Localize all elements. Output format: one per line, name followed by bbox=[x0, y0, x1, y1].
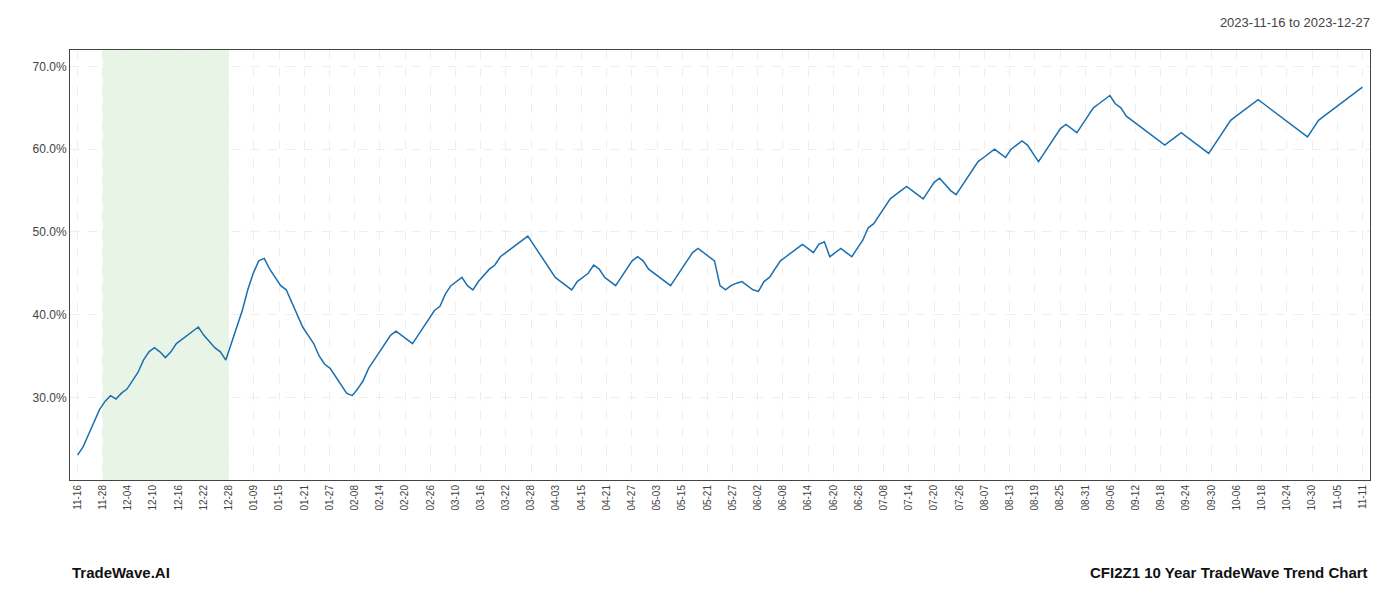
svg-text:02-26: 02-26 bbox=[425, 485, 436, 511]
svg-text:12-22: 12-22 bbox=[198, 485, 209, 511]
svg-text:12-04: 12-04 bbox=[122, 485, 133, 511]
svg-text:09-24: 09-24 bbox=[1180, 485, 1191, 511]
svg-text:40.0%: 40.0% bbox=[33, 308, 67, 322]
svg-text:09-06: 09-06 bbox=[1105, 485, 1116, 511]
svg-text:08-31: 08-31 bbox=[1080, 485, 1091, 511]
svg-text:04-21: 04-21 bbox=[601, 485, 612, 511]
svg-text:09-18: 09-18 bbox=[1155, 485, 1166, 511]
svg-text:04-27: 04-27 bbox=[626, 485, 637, 511]
svg-text:05-21: 05-21 bbox=[702, 485, 713, 511]
svg-text:11-05: 11-05 bbox=[1332, 485, 1343, 510]
svg-text:06-02: 06-02 bbox=[752, 485, 763, 511]
svg-text:07-14: 07-14 bbox=[903, 485, 914, 511]
svg-text:01-27: 01-27 bbox=[324, 485, 335, 511]
svg-text:08-19: 08-19 bbox=[1029, 485, 1040, 511]
svg-text:03-28: 03-28 bbox=[525, 485, 536, 511]
svg-text:03-10: 03-10 bbox=[450, 485, 461, 511]
svg-text:04-15: 04-15 bbox=[576, 485, 587, 511]
svg-text:08-13: 08-13 bbox=[1004, 485, 1015, 511]
svg-text:2023-11-16 to 2023-12-27: 2023-11-16 to 2023-12-27 bbox=[1220, 15, 1370, 30]
svg-text:50.0%: 50.0% bbox=[33, 225, 67, 239]
svg-text:06-14: 06-14 bbox=[802, 485, 813, 511]
svg-text:60.0%: 60.0% bbox=[33, 142, 67, 156]
svg-text:08-25: 08-25 bbox=[1054, 485, 1065, 511]
svg-text:12-28: 12-28 bbox=[223, 485, 234, 511]
svg-text:06-08: 06-08 bbox=[777, 485, 788, 511]
svg-text:10-24: 10-24 bbox=[1281, 485, 1292, 511]
svg-text:02-14: 02-14 bbox=[374, 485, 385, 511]
svg-text:30.0%: 30.0% bbox=[33, 391, 67, 405]
svg-text:03-22: 03-22 bbox=[500, 485, 511, 511]
svg-text:09-30: 09-30 bbox=[1206, 485, 1217, 511]
svg-text:02-20: 02-20 bbox=[399, 485, 410, 511]
svg-text:05-03: 05-03 bbox=[651, 485, 662, 511]
svg-text:TradeWave.AI: TradeWave.AI bbox=[72, 564, 170, 581]
svg-text:12-16: 12-16 bbox=[173, 485, 184, 511]
svg-text:10-18: 10-18 bbox=[1256, 485, 1267, 511]
svg-text:02-08: 02-08 bbox=[349, 485, 360, 511]
svg-text:06-26: 06-26 bbox=[853, 485, 864, 511]
svg-text:CFI2Z1 10 Year TradeWave Trend: CFI2Z1 10 Year TradeWave Trend Chart bbox=[1090, 564, 1368, 581]
svg-text:09-12: 09-12 bbox=[1130, 485, 1141, 511]
svg-text:07-20: 07-20 bbox=[928, 485, 939, 511]
svg-text:12-10: 12-10 bbox=[147, 485, 158, 511]
svg-text:11-16: 11-16 bbox=[72, 485, 83, 510]
svg-text:04-03: 04-03 bbox=[550, 485, 561, 511]
svg-text:11-11: 11-11 bbox=[1357, 485, 1368, 510]
svg-text:05-15: 05-15 bbox=[676, 485, 687, 511]
svg-text:10-30: 10-30 bbox=[1306, 485, 1317, 511]
svg-text:01-15: 01-15 bbox=[273, 485, 284, 511]
svg-text:01-21: 01-21 bbox=[299, 485, 310, 511]
svg-text:07-26: 07-26 bbox=[954, 485, 965, 511]
svg-text:70.0%: 70.0% bbox=[33, 60, 67, 74]
svg-text:07-08: 07-08 bbox=[878, 485, 889, 511]
svg-text:03-16: 03-16 bbox=[475, 485, 486, 511]
svg-text:05-27: 05-27 bbox=[727, 485, 738, 511]
svg-text:06-20: 06-20 bbox=[828, 485, 839, 511]
svg-text:08-07: 08-07 bbox=[979, 485, 990, 511]
svg-text:10-06: 10-06 bbox=[1231, 485, 1242, 511]
svg-text:11-28: 11-28 bbox=[97, 485, 108, 510]
svg-text:01-09: 01-09 bbox=[248, 485, 259, 511]
